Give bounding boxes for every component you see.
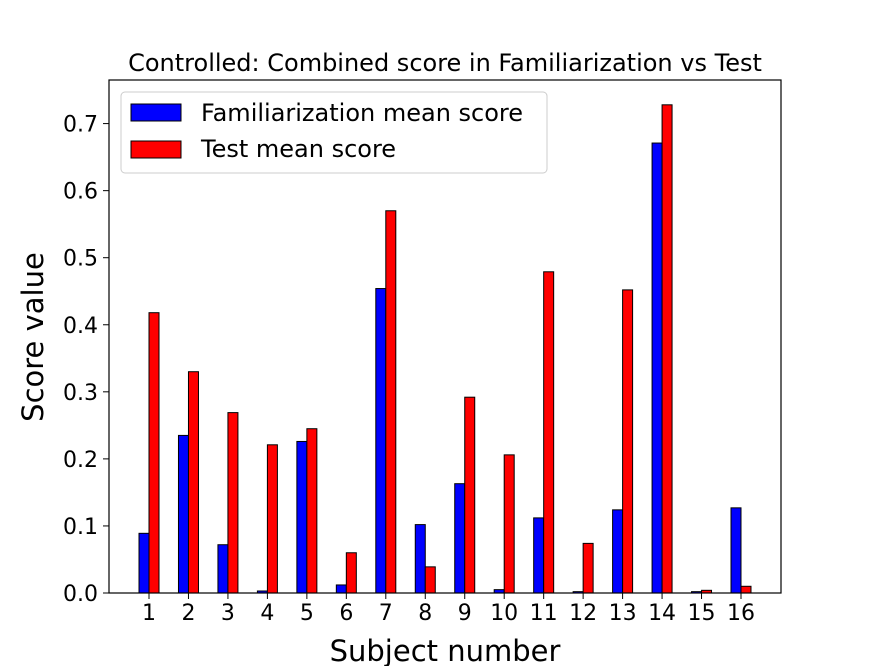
bar-test-subject-14: [661, 104, 673, 594]
plot-frame: [108, 79, 782, 594]
y-tick-label: 0.5: [63, 247, 98, 272]
y-axis-ticks: 0.0 0.1 0.2 0.3 0.4 0.5 0.6 0.7: [63, 113, 109, 607]
legend-swatch-test: [130, 140, 182, 159]
bar-familiarization-subject-11: [533, 517, 545, 594]
bar-test-subject-3: [227, 412, 239, 594]
bar-test-subject-11: [543, 271, 555, 594]
x-tick-label: 5: [300, 601, 314, 626]
bar-test-subject-8: [424, 566, 436, 594]
bar-test-subject-4: [266, 444, 278, 594]
bar-test-subject-1: [148, 312, 160, 594]
bar-test-subject-5: [306, 428, 318, 594]
y-tick-label: 0.6: [63, 180, 98, 205]
x-tick-label: 10: [490, 601, 518, 626]
bar-familiarization-subject-2: [177, 434, 189, 594]
y-tick-label: 0.4: [63, 314, 98, 339]
bar-test-subject-10: [503, 454, 515, 594]
y-tick-label: 0.1: [63, 515, 98, 540]
legend-label-familiarization: Familiarization mean score: [201, 99, 523, 127]
y-axis-label: Score value: [16, 252, 50, 422]
x-tick-label: 8: [418, 601, 432, 626]
y-tick-label: 0.3: [63, 381, 98, 406]
bar-familiarization-subject-13: [612, 509, 624, 594]
x-tick-label: 14: [648, 601, 676, 626]
plot-area: 1 2 3 4 5 6 7 8 9 10 11 12 13 14 15 16 0.00.10.20.30.40…: [63, 79, 782, 626]
x-tick-label: 9: [458, 601, 472, 626]
bar-test-subject-13: [622, 289, 634, 594]
x-axis-ticks: 1 2 3 4 5 6 7 8 9 10 11 12 13 14 15 16: [142, 593, 755, 626]
x-tick-label: 3: [221, 601, 235, 626]
bar-test-subject-9: [464, 396, 476, 594]
bar-familiarization-subject-1: [138, 532, 150, 594]
bar-test-subject-6: [345, 552, 357, 594]
legend-label-test: Test mean score: [200, 135, 396, 163]
y-tick-label: 0.0: [63, 582, 98, 607]
bar-test-subject-16: [740, 585, 752, 594]
legend-swatch-familiarization: [130, 103, 182, 122]
bar-familiarization-subject-8: [414, 524, 426, 594]
bar-familiarization-subject-16: [730, 507, 742, 594]
bar-familiarization-subject-3: [217, 544, 229, 594]
legend-frame: [120, 91, 548, 174]
x-tick-label: 6: [339, 601, 353, 626]
x-tick-label: 7: [379, 601, 393, 626]
bar-familiarization-subject-7: [375, 288, 387, 594]
bar-familiarization-subject-9: [454, 483, 466, 594]
bar-test-subject-12: [582, 542, 594, 594]
bars-group: [138, 104, 752, 594]
x-tick-label: 12: [569, 601, 597, 626]
x-tick-label: 4: [260, 601, 274, 626]
y-tick-label: 0.2: [63, 448, 98, 473]
x-tick-label: 16: [727, 601, 755, 626]
bar-familiarization-subject-5: [296, 440, 308, 594]
x-tick-label: 15: [688, 601, 716, 626]
x-tick-label: 11: [530, 601, 558, 626]
y-tick-label: 0.7: [63, 113, 98, 138]
x-tick-label: 13: [609, 601, 637, 626]
bar-test-subject-7: [385, 210, 397, 594]
bar-familiarization-subject-6: [335, 584, 347, 594]
bar-familiarization-subject-14: [651, 142, 663, 594]
legend: Familiarization mean score Test mean sco…: [120, 91, 548, 174]
x-axis-label: Subject number: [330, 634, 561, 666]
bar-test-subject-2: [187, 371, 199, 594]
x-tick-label: 1: [142, 601, 156, 626]
chart-title: Controlled: Combined score in Familiariz…: [128, 49, 762, 77]
x-tick-label: 2: [181, 601, 195, 626]
